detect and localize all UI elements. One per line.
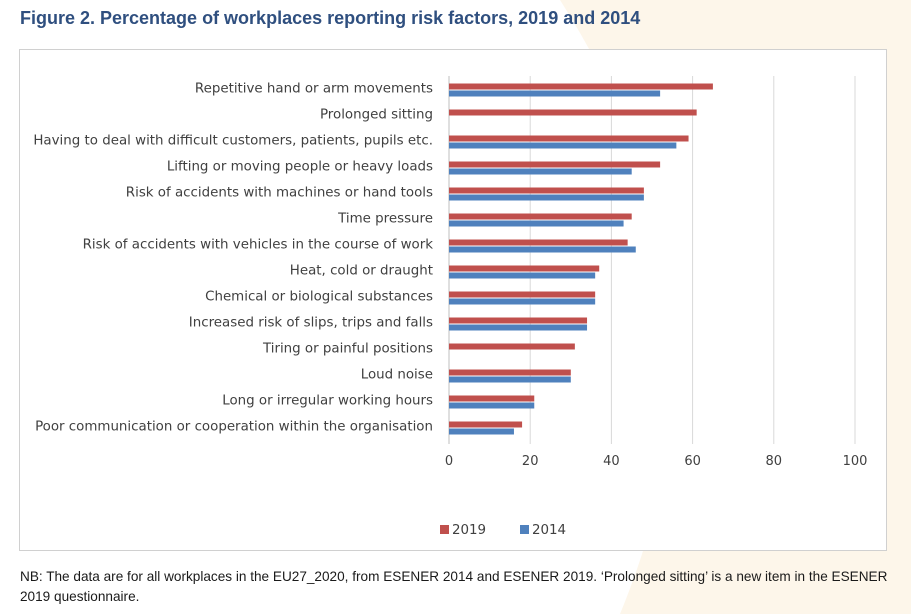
legend-swatch-2014 <box>520 525 529 534</box>
category-label: Risk of accidents with vehicles in the c… <box>83 238 434 253</box>
category-label: Time pressure <box>337 212 433 227</box>
category-label: Loud noise <box>361 368 433 383</box>
bar-2019 <box>449 421 523 428</box>
bar-2014 <box>449 220 624 227</box>
category-label: Poor communication or cooperation within… <box>35 420 433 435</box>
category-label: Having to deal with difficult customers,… <box>33 134 433 149</box>
category-label: Increased risk of slips, trips and falls <box>189 316 433 331</box>
bar-2014 <box>449 402 535 409</box>
bar-2019 <box>449 161 661 168</box>
category-label: Heat, cold or draught <box>290 264 433 279</box>
x-tick-label: 100 <box>843 454 868 469</box>
category-label: Lifting or moving people or heavy loads <box>167 160 433 175</box>
bar-2014 <box>449 142 677 149</box>
bar-2019 <box>449 317 588 324</box>
legend-label-2014: 2014 <box>532 523 566 538</box>
bar-2014 <box>449 272 596 279</box>
bar-2014 <box>449 324 588 331</box>
x-tick-label: 20 <box>522 454 539 469</box>
bar-2019 <box>449 291 596 298</box>
bar-2019 <box>449 187 644 194</box>
bar-2019 <box>449 83 713 90</box>
figure-note: NB: The data are for all workplaces in t… <box>20 569 888 604</box>
bar-2014 <box>449 298 596 305</box>
x-tick-label: 60 <box>684 454 701 469</box>
bar-2014 <box>449 168 632 175</box>
category-label: Tiring or painful positions <box>262 342 433 357</box>
bar-2019 <box>449 369 571 376</box>
legend-swatch-2019 <box>440 525 449 534</box>
bar-2019 <box>449 135 689 142</box>
category-label: Long or irregular working hours <box>222 394 433 409</box>
x-tick-label: 0 <box>445 454 453 469</box>
bar-2019 <box>449 213 632 220</box>
category-label: Chemical or biological substances <box>205 290 433 305</box>
figure-title: Figure 2. Percentage of workplaces repor… <box>20 8 641 28</box>
legend-label-2019: 2019 <box>452 523 486 538</box>
x-tick-label: 80 <box>766 454 783 469</box>
bar-2014 <box>449 194 644 201</box>
bar-2014 <box>449 246 636 253</box>
bar-2014 <box>449 90 661 97</box>
bar-2019 <box>449 109 697 116</box>
category-label: Risk of accidents with machines or hand … <box>126 186 433 201</box>
bar-2019 <box>449 239 628 246</box>
x-tick-label: 40 <box>603 454 620 469</box>
bar-2019 <box>449 343 575 350</box>
category-label: Prolonged sitting <box>320 108 433 123</box>
chart-area: 0 20 40 60 80 100 Repetitive hand or arm movem… <box>19 49 887 551</box>
bar-2014 <box>449 428 514 435</box>
bar-2019 <box>449 395 535 402</box>
bar-2019 <box>449 265 600 272</box>
bar-2014 <box>449 376 571 383</box>
bar-chart: 0 20 40 60 80 100 Repetitive hand or arm movem… <box>33 76 868 538</box>
category-label: Repetitive hand or arm movements <box>195 82 433 97</box>
